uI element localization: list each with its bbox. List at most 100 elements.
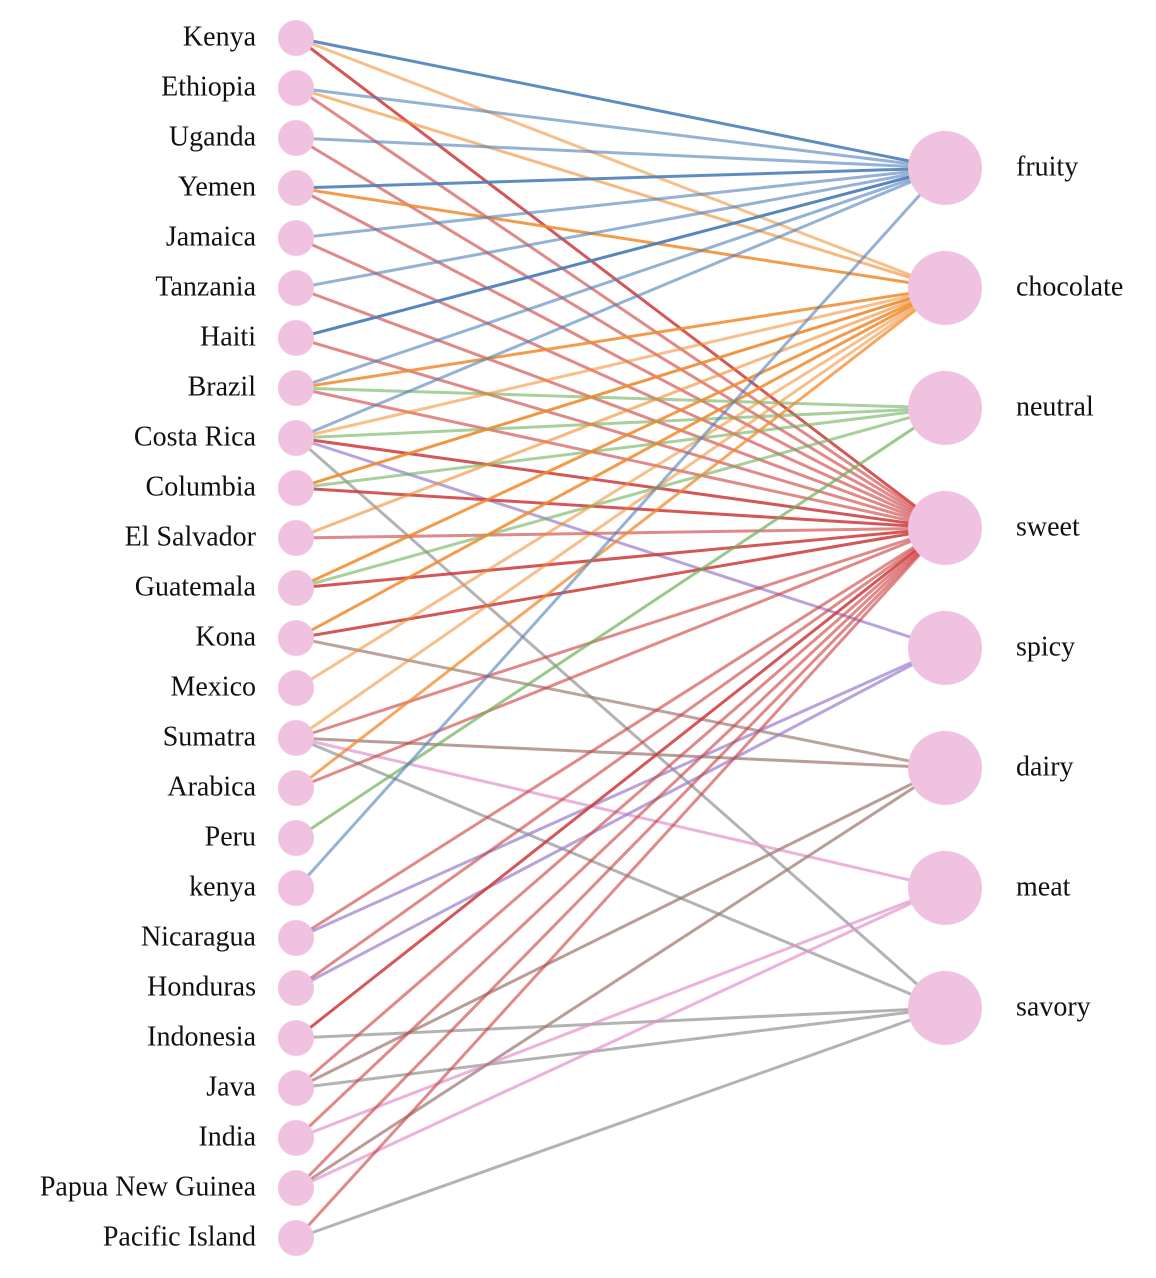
edge-mexico-chocolate xyxy=(295,286,946,690)
edge-tanzania-fruity xyxy=(295,166,946,290)
source-node-java[interactable] xyxy=(278,1070,314,1106)
edge-india-sweet xyxy=(295,526,946,1140)
edge-sumatra-chocolate xyxy=(295,286,946,740)
source-node-mexico[interactable] xyxy=(278,670,314,706)
edge-kenya-fruity xyxy=(295,166,946,890)
source-label-java: Java xyxy=(206,1071,256,1102)
source-node-peru[interactable] xyxy=(278,820,314,856)
edge-haiti-fruity xyxy=(295,166,946,340)
edge-pacific-island-savory xyxy=(295,1006,946,1240)
edge-brazil-sweet xyxy=(295,386,946,530)
edge-brazil-fruity xyxy=(295,166,946,390)
label-layer: Kenya Ethiopia Uganda Yemen Jamaica Tanzania H… xyxy=(40,21,1123,1252)
target-node-meat[interactable] xyxy=(908,851,982,925)
source-label-costa-rica: Costa Rica xyxy=(134,421,257,452)
edge-ethiopia-chocolate xyxy=(295,86,946,290)
edge-uganda-fruity xyxy=(295,136,946,170)
edge-india-meat xyxy=(295,886,946,1140)
source-node-papua-new-guinea[interactable] xyxy=(278,1170,314,1206)
source-label-ethiopia: Ethiopia xyxy=(161,71,256,102)
source-label-kenya: kenya xyxy=(189,871,256,902)
edge-costa-rica-neutral xyxy=(295,406,946,440)
edge-arabica-chocolate xyxy=(295,286,946,790)
source-node-costa-rica[interactable] xyxy=(278,420,314,456)
source-label-india: India xyxy=(198,1121,256,1152)
edge-jamaica-fruity xyxy=(295,166,946,240)
edge-yemen-sweet xyxy=(295,186,946,530)
edge-kona-chocolate xyxy=(295,286,946,640)
edge-layer xyxy=(295,36,946,1240)
source-node-kenya[interactable] xyxy=(278,870,314,906)
source-label-yemen: Yemen xyxy=(178,171,256,202)
source-node-uganda[interactable] xyxy=(278,120,314,156)
source-label-indonesia: Indonesia xyxy=(147,1021,256,1052)
target-label-meat: meat xyxy=(1016,871,1071,902)
edge-guatemala-chocolate xyxy=(295,286,946,590)
source-node-kona[interactable] xyxy=(278,620,314,656)
edge-nicaragua-spicy xyxy=(295,646,946,940)
target-label-spicy: spicy xyxy=(1016,631,1075,662)
edge-kona-dairy xyxy=(295,636,946,770)
edge-uganda-sweet xyxy=(295,136,946,530)
source-node-india[interactable] xyxy=(278,1120,314,1156)
source-node-haiti[interactable] xyxy=(278,320,314,356)
source-node-tanzania[interactable] xyxy=(278,270,314,306)
source-node-pacific-island[interactable] xyxy=(278,1220,314,1256)
edge-brazil-chocolate xyxy=(295,286,946,390)
source-label-nicaragua: Nicaragua xyxy=(141,921,257,952)
edge-kenya-chocolate xyxy=(295,36,946,290)
source-node-nicaragua[interactable] xyxy=(278,920,314,956)
source-node-yemen[interactable] xyxy=(278,170,314,206)
edge-brazil-neutral xyxy=(295,386,946,410)
target-node-spicy[interactable] xyxy=(908,611,982,685)
edge-java-sweet xyxy=(295,526,946,1090)
source-node-columbia[interactable] xyxy=(278,470,314,506)
edge-kenya-sweet xyxy=(295,36,946,530)
source-label-pacific-island: Pacific Island xyxy=(103,1221,256,1252)
edge-java-savory xyxy=(295,1006,946,1090)
source-node-kenya[interactable] xyxy=(278,20,314,56)
source-label-honduras: Honduras xyxy=(147,971,256,1002)
edge-costa-rica-chocolate xyxy=(295,286,946,440)
source-label-kenya: Kenya xyxy=(183,21,257,52)
source-node-honduras[interactable] xyxy=(278,970,314,1006)
edge-ethiopia-fruity xyxy=(295,86,946,170)
source-node-indonesia[interactable] xyxy=(278,1020,314,1056)
source-label-kona: Kona xyxy=(195,621,256,652)
source-node-jamaica[interactable] xyxy=(278,220,314,256)
edge-honduras-spicy xyxy=(295,646,946,990)
edge-arabica-sweet xyxy=(295,526,946,790)
source-node-brazil[interactable] xyxy=(278,370,314,406)
edge-tanzania-sweet xyxy=(295,286,946,530)
target-node-sweet[interactable] xyxy=(908,491,982,565)
source-label-columbia: Columbia xyxy=(146,471,257,502)
edge-costa-rica-savory xyxy=(295,436,946,1010)
target-label-chocolate: chocolate xyxy=(1016,271,1123,302)
edge-costa-rica-sweet xyxy=(295,436,946,530)
edge-indonesia-sweet xyxy=(295,526,946,1040)
source-node-ethiopia[interactable] xyxy=(278,70,314,106)
edge-pacific-island-sweet xyxy=(295,526,946,1240)
target-node-chocolate[interactable] xyxy=(908,251,982,325)
source-label-guatemala: Guatemala xyxy=(135,571,257,602)
source-node-arabica[interactable] xyxy=(278,770,314,806)
source-label-jamaica: Jamaica xyxy=(166,221,257,252)
target-node-dairy[interactable] xyxy=(908,731,982,805)
edge-papua-new-guinea-meat xyxy=(295,886,946,1190)
source-node-el-salvador[interactable] xyxy=(278,520,314,556)
target-node-fruity[interactable] xyxy=(908,131,982,205)
source-label-sumatra: Sumatra xyxy=(163,721,257,752)
edge-costa-rica-fruity xyxy=(295,166,946,440)
target-node-savory[interactable] xyxy=(908,971,982,1045)
edge-sumatra-dairy xyxy=(295,736,946,770)
source-label-mexico: Mexico xyxy=(170,671,256,702)
edge-papua-new-guinea-sweet xyxy=(295,526,946,1190)
edge-el-salvador-chocolate xyxy=(295,286,946,540)
edge-yemen-chocolate xyxy=(295,186,946,290)
source-node-guatemala[interactable] xyxy=(278,570,314,606)
target-node-neutral[interactable] xyxy=(908,371,982,445)
source-label-el-salvador: El Salvador xyxy=(125,521,257,552)
source-node-sumatra[interactable] xyxy=(278,720,314,756)
target-label-fruity: fruity xyxy=(1016,151,1078,182)
